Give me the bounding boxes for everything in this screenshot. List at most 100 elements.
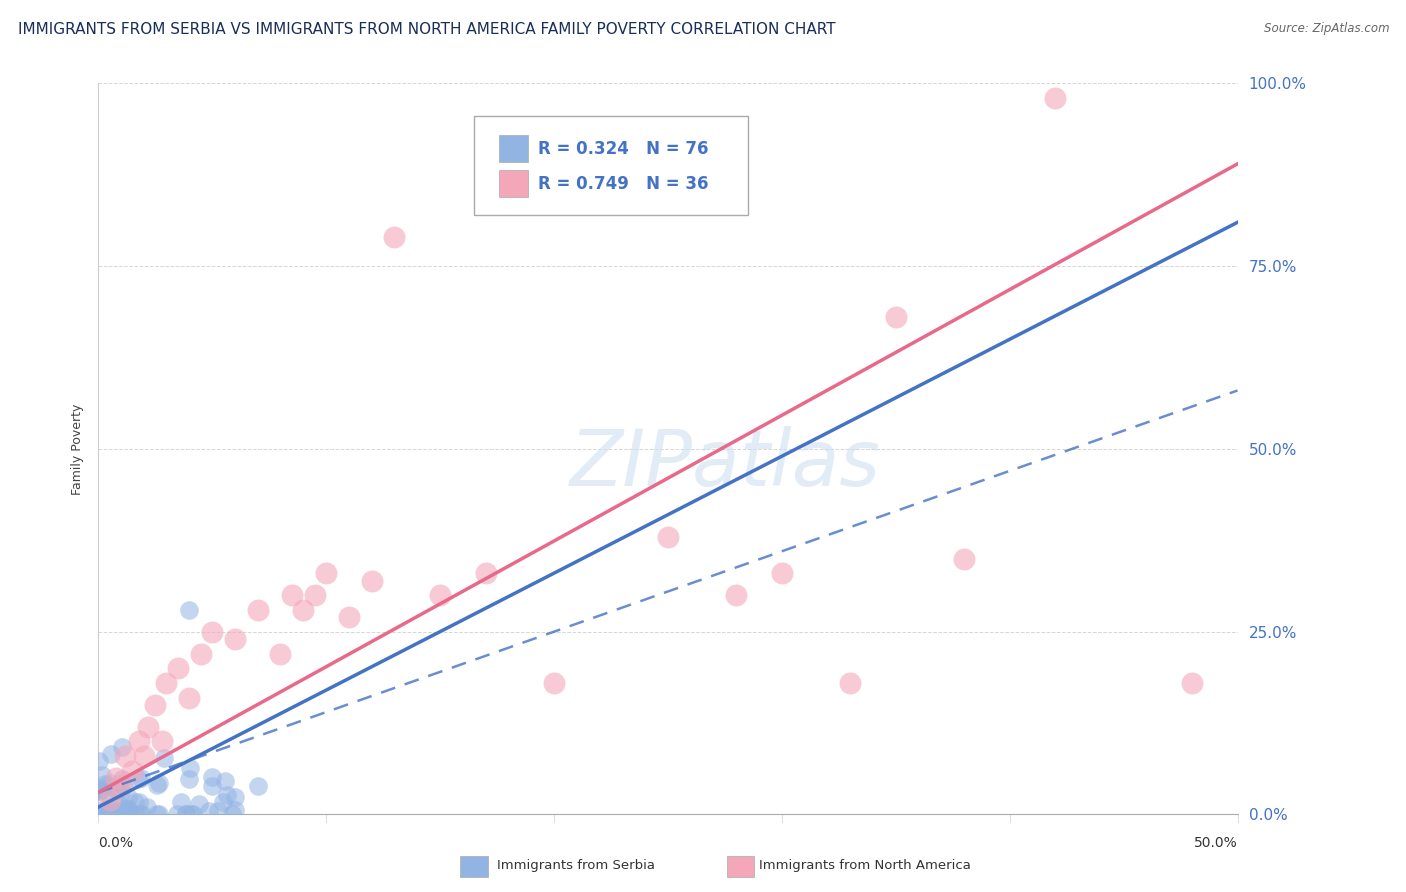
Point [188, 797, 211, 811]
Point [201, 779, 224, 793]
Point [180, 807, 202, 822]
Point [110, 807, 132, 822]
Point [128, 796, 150, 810]
Point [1045, 91, 1067, 105]
Point [111, 740, 134, 755]
FancyBboxPatch shape [727, 856, 755, 877]
Point [657, 530, 679, 544]
Point [90, 807, 112, 822]
Point [127, 772, 149, 787]
Point [121, 764, 143, 778]
Point [107, 797, 129, 812]
Point [315, 566, 337, 581]
Point [100, 747, 122, 761]
Point [105, 783, 128, 797]
Point [131, 807, 153, 822]
Point [90, 768, 112, 782]
Point [382, 230, 405, 244]
Point [201, 770, 224, 784]
Point [112, 778, 135, 792]
Point [104, 807, 127, 822]
Point [148, 775, 170, 789]
Point [112, 802, 135, 816]
Point [117, 802, 139, 816]
Point [110, 772, 132, 787]
Point [107, 807, 129, 822]
Point [136, 720, 159, 734]
Point [94, 807, 117, 822]
Point [89, 807, 111, 822]
Point [107, 807, 129, 822]
Point [543, 676, 565, 690]
Point [224, 632, 246, 646]
Point [98, 776, 121, 790]
Point [360, 574, 382, 588]
Point [91, 807, 114, 822]
Point [143, 698, 166, 712]
Point [221, 807, 243, 822]
FancyBboxPatch shape [460, 856, 488, 877]
Point [150, 734, 173, 748]
Point [166, 807, 188, 822]
Point [97, 807, 120, 822]
Point [304, 588, 326, 602]
Point [129, 807, 152, 822]
Text: 50.0%: 50.0% [1194, 837, 1237, 850]
Point [170, 795, 193, 809]
Text: R = 0.324   N = 76: R = 0.324 N = 76 [538, 139, 709, 158]
Point [953, 551, 976, 566]
Point [117, 807, 139, 822]
FancyBboxPatch shape [499, 135, 527, 162]
Y-axis label: Family Poverty: Family Poverty [72, 403, 84, 495]
Point [93, 807, 115, 822]
Point [179, 761, 201, 775]
Point [117, 790, 139, 805]
Point [124, 795, 146, 809]
Point [201, 624, 224, 639]
Text: Source: ZipAtlas.com: Source: ZipAtlas.com [1264, 22, 1389, 36]
Point [224, 789, 246, 804]
Text: Immigrants from North America: Immigrants from North America [759, 859, 972, 872]
Point [110, 778, 132, 792]
Point [725, 588, 748, 602]
Text: Immigrants from Serbia: Immigrants from Serbia [496, 859, 655, 872]
Point [167, 661, 190, 675]
Point [93, 807, 115, 822]
Point [148, 807, 170, 822]
Point [128, 734, 150, 748]
Point [114, 749, 136, 764]
Point [292, 603, 315, 617]
Point [153, 750, 176, 764]
Point [100, 807, 122, 822]
Point [224, 803, 246, 817]
Point [124, 807, 146, 822]
Point [429, 588, 451, 602]
Text: IMMIGRANTS FROM SERBIA VS IMMIGRANTS FROM NORTH AMERICA FAMILY POVERTY CORRELATI: IMMIGRANTS FROM SERBIA VS IMMIGRANTS FRO… [18, 22, 837, 37]
Point [215, 788, 238, 802]
Point [246, 603, 269, 617]
Point [132, 749, 155, 764]
Point [269, 647, 291, 661]
Point [212, 796, 235, 810]
Point [105, 771, 128, 785]
Point [98, 793, 121, 807]
Point [115, 801, 138, 815]
Point [91, 803, 114, 817]
Point [98, 801, 121, 815]
Point [98, 789, 121, 803]
Point [1181, 676, 1204, 690]
Point [146, 807, 169, 822]
Point [94, 777, 117, 791]
Point [129, 771, 152, 785]
Point [281, 588, 304, 602]
Point [207, 804, 229, 818]
Point [474, 566, 496, 581]
Point [839, 676, 862, 690]
Point [179, 772, 201, 787]
Point [103, 807, 125, 822]
Point [197, 804, 219, 818]
Point [118, 805, 141, 820]
Point [100, 780, 122, 795]
Point [87, 780, 110, 795]
Point [246, 779, 269, 793]
